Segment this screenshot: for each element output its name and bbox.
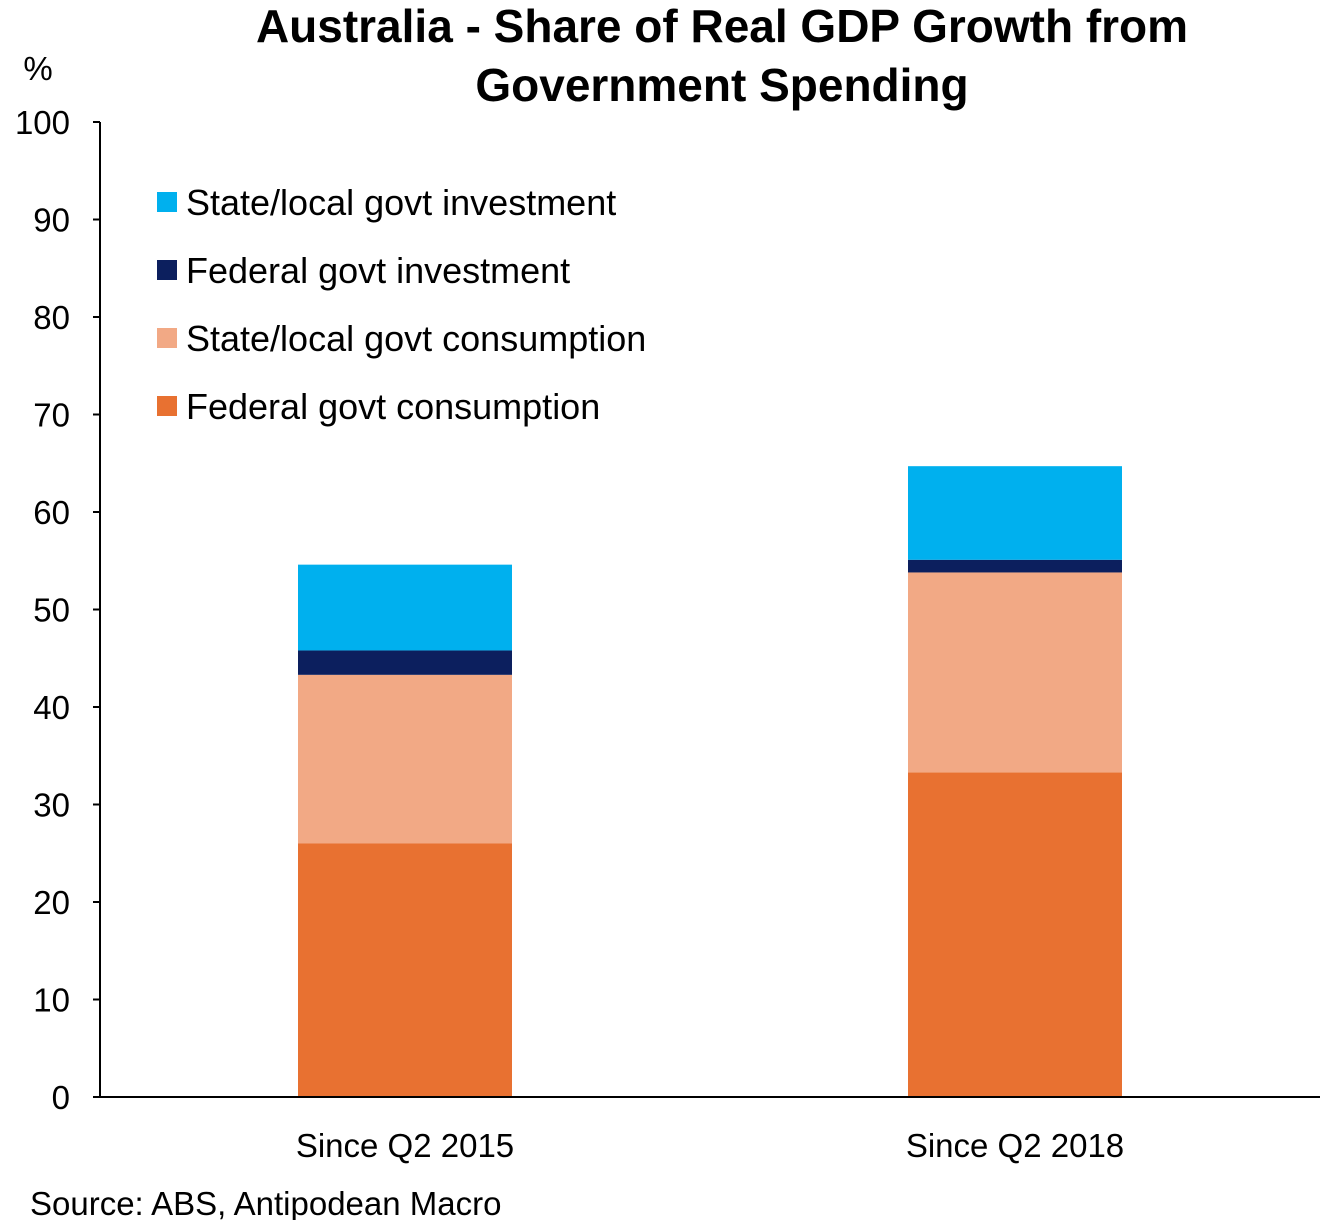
y-tick-label: 80 — [33, 299, 70, 336]
x-tick-label: Since Q2 2015 — [296, 1127, 514, 1164]
x-tick-label: Since Q2 2018 — [906, 1127, 1124, 1164]
bar-segment-state-local-govt-investment — [908, 466, 1122, 560]
legend-label: State/local govt investment — [186, 182, 616, 223]
y-tick-label: 90 — [33, 202, 70, 239]
x-tick-labels: Since Q2 2015 Since Q2 2018 — [296, 1127, 1124, 1164]
source-note: Source: ABS, Antipodean Macro — [30, 1185, 501, 1220]
legend-swatch — [157, 328, 177, 348]
chart-title-line2: Government Spending — [475, 59, 968, 111]
legend-swatch — [157, 192, 177, 212]
legend-label: Federal govt consumption — [186, 386, 600, 427]
legend-swatch — [157, 260, 177, 280]
bar-segment-federal-govt-investment — [908, 559, 1122, 573]
bar-segment-federal-govt-consumption — [908, 772, 1122, 1097]
y-ticks: 0 10 20 30 40 50 60 70 80 90 100 — [15, 104, 100, 1116]
y-tick-label: 10 — [33, 982, 70, 1019]
bar-segment-state-local-govt-consumption — [908, 572, 1122, 773]
chart-title-line1: Australia - Share of Real GDP Growth fro… — [256, 0, 1188, 52]
legend-label: State/local govt consumption — [186, 318, 646, 359]
bar-segment-federal-govt-consumption — [298, 843, 512, 1097]
y-tick-label: 70 — [33, 397, 70, 434]
y-axis-unit-label: % — [23, 50, 52, 87]
bars-group — [298, 466, 1122, 1097]
y-tick-label: 30 — [33, 787, 70, 824]
legend-swatch — [157, 396, 177, 416]
legend-label: Federal govt investment — [186, 250, 570, 291]
y-tick-label: 20 — [33, 884, 70, 921]
legend: State/local govt investment Federal govt … — [157, 182, 646, 427]
y-tick-label: 40 — [33, 689, 70, 726]
bar-segment-federal-govt-investment — [298, 650, 512, 675]
y-tick-label: 100 — [15, 104, 70, 141]
y-tick-label: 60 — [33, 494, 70, 531]
y-tick-label: 50 — [33, 592, 70, 629]
y-tick-label: 0 — [52, 1079, 70, 1116]
bar-segment-state-local-govt-consumption — [298, 674, 512, 844]
bar-segment-state-local-govt-investment — [298, 564, 512, 651]
